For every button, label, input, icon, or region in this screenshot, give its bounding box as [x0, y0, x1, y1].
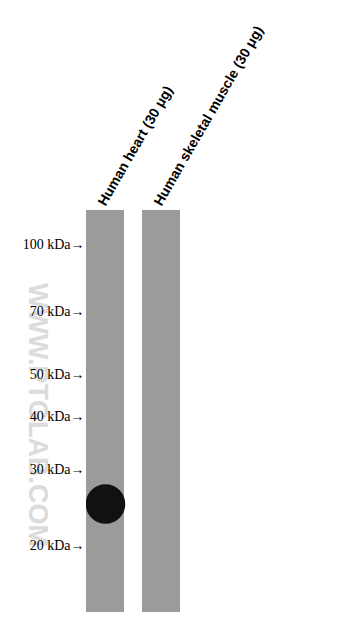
svg-text:50 kDa→: 50 kDa→	[30, 367, 85, 382]
svg-text:Human heart (30 μg): Human heart (30 μg)	[94, 83, 176, 209]
svg-text:40 kDa→: 40 kDa→	[30, 409, 85, 424]
svg-text:Human skeletal muscle (30 μg): Human skeletal muscle (30 μg)	[150, 23, 266, 208]
svg-text:70 kDa→: 70 kDa→	[30, 304, 85, 319]
svg-text:20 kDa→: 20 kDa→	[30, 538, 85, 553]
svg-text:WWW.PTGLAB.COM: WWW.PTGLAB.COM	[22, 283, 53, 547]
svg-text:100 kDa→: 100 kDa→	[23, 237, 85, 252]
svg-text:30 kDa→: 30 kDa→	[30, 462, 85, 477]
